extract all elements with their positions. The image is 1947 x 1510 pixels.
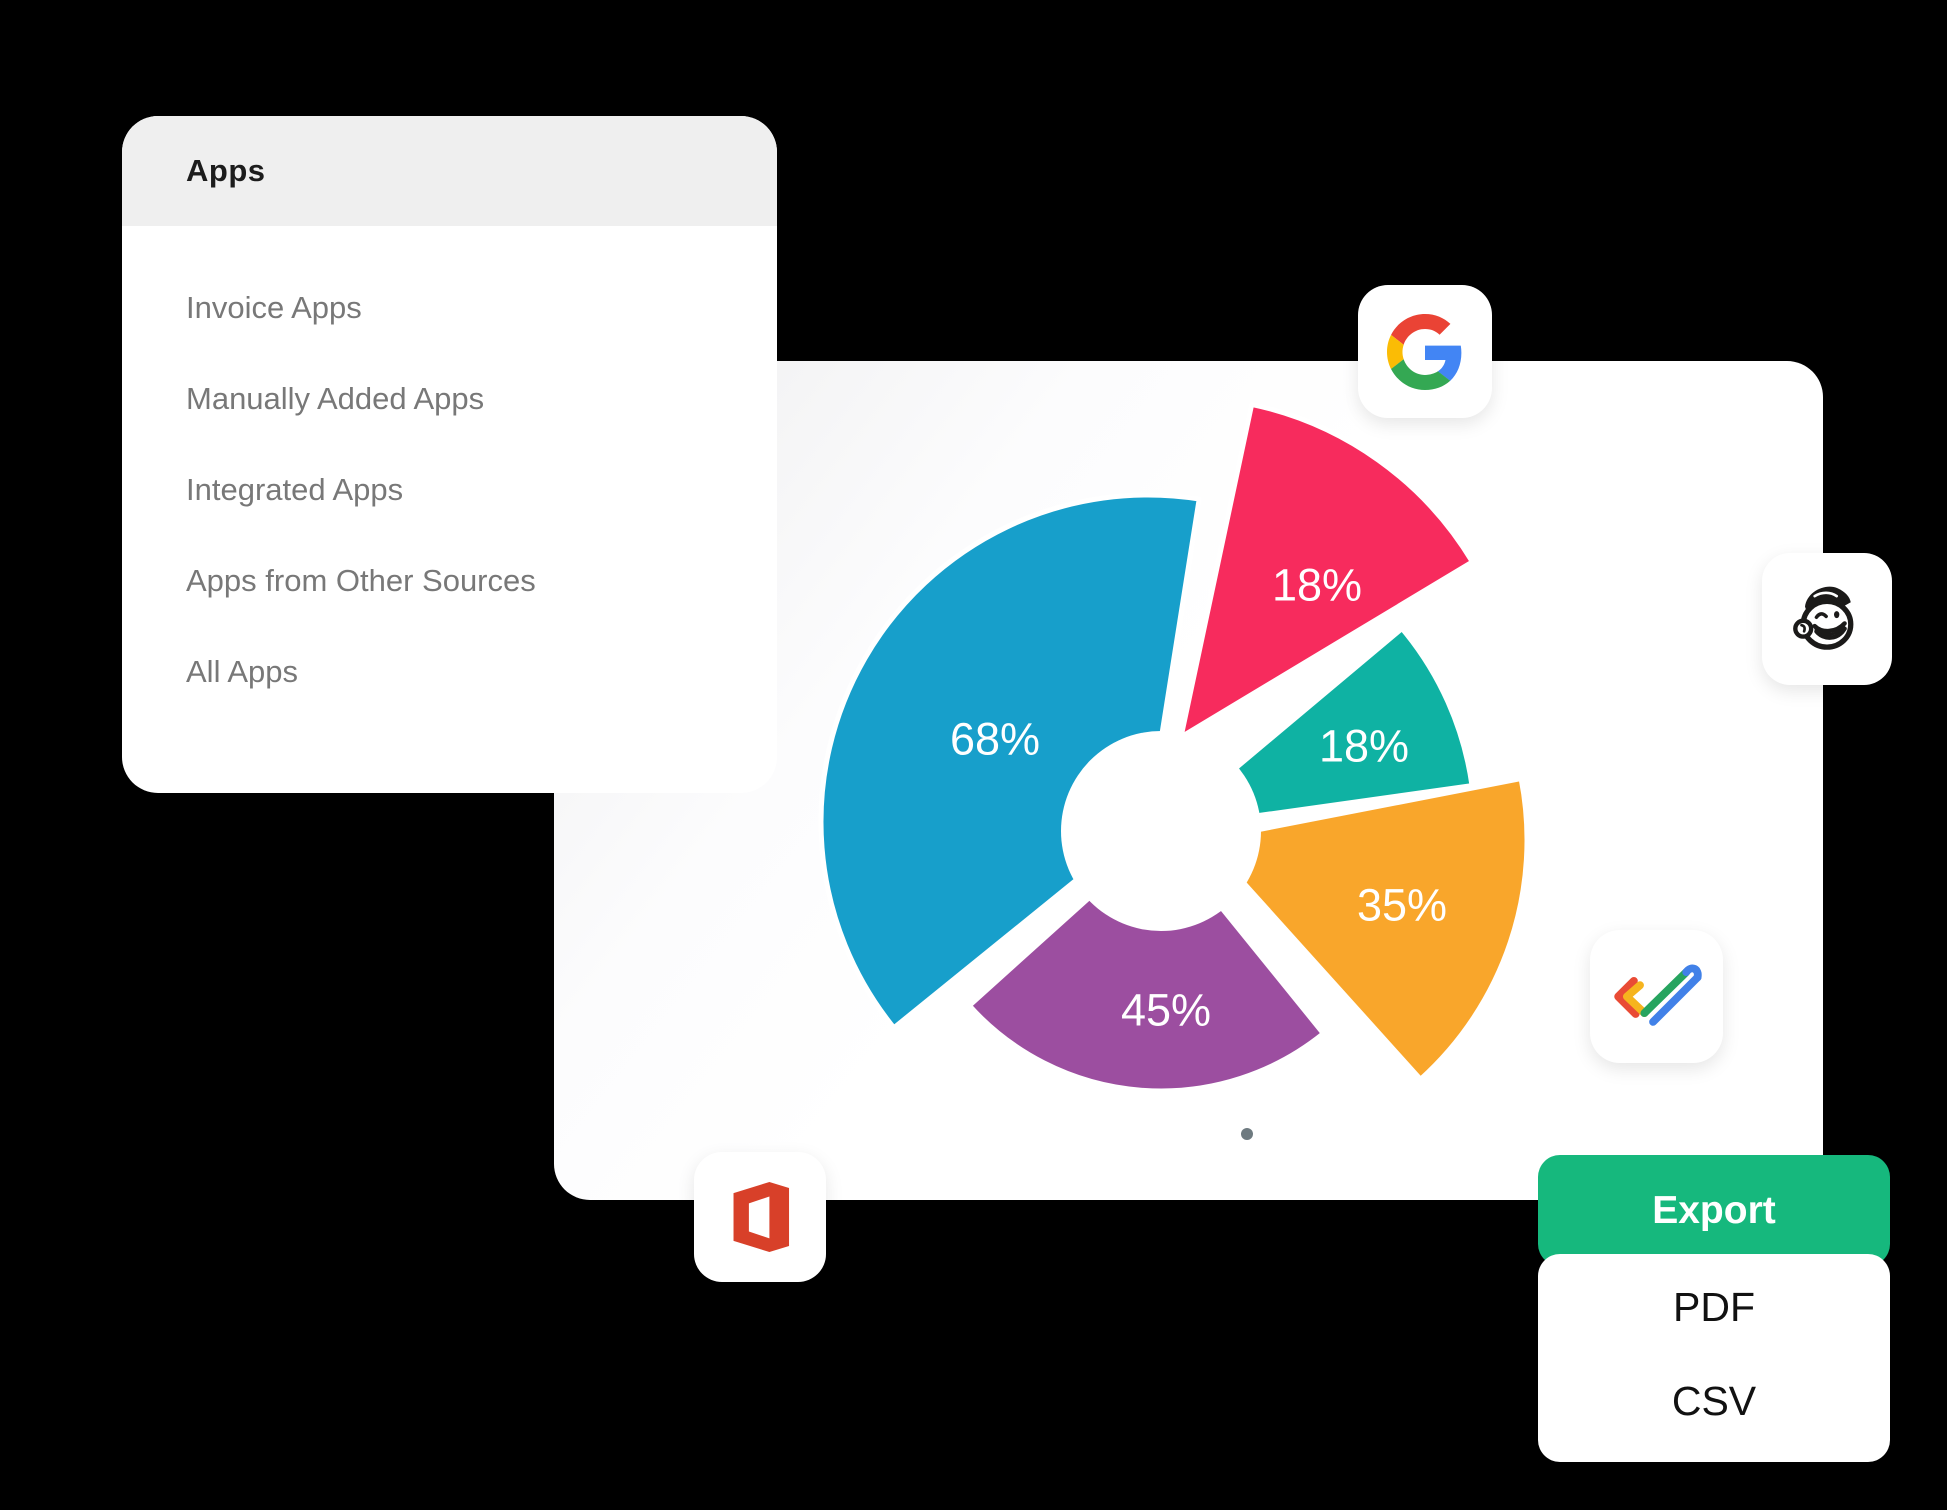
google-app-tile — [1358, 285, 1492, 418]
office-app-tile — [694, 1152, 826, 1282]
menu-item-manually-added[interactable]: Manually Added Apps — [186, 380, 485, 416]
export-option-csv[interactable]: CSV — [1671, 1377, 1757, 1424]
projects-app-tile — [1590, 930, 1723, 1063]
apps-panel-header: Apps — [122, 116, 777, 226]
menu-item-integrated-apps[interactable]: Integrated Apps — [186, 471, 404, 507]
apps-dropdown-panel: Apps Invoice Apps Manually Added Apps In… — [122, 116, 777, 793]
google-g-icon — [1387, 313, 1462, 390]
mailchimp-freddie-icon — [1793, 586, 1854, 650]
menu-item-all-apps[interactable]: All Apps — [186, 653, 299, 689]
mailchimp-app-tile — [1762, 553, 1892, 685]
apps-menu-list: Invoice Apps Manually Added Apps Integra… — [122, 226, 777, 717]
menu-item-invoice-apps[interactable]: Invoice Apps — [186, 289, 362, 325]
export-menu: PDF CSV — [1538, 1254, 1890, 1462]
export-button-label: Export — [1652, 1188, 1776, 1232]
menu-item-other-sources[interactable]: Apps from Other Sources — [186, 562, 536, 598]
microsoft-office-icon — [733, 1181, 790, 1253]
export-button[interactable]: Export — [1538, 1155, 1890, 1266]
double-checkmark-icon — [1613, 964, 1702, 1026]
carousel-dot[interactable] — [1241, 1128, 1253, 1140]
export-option-pdf[interactable]: PDF — [1673, 1283, 1755, 1330]
apps-panel-title: Apps — [186, 153, 266, 188]
